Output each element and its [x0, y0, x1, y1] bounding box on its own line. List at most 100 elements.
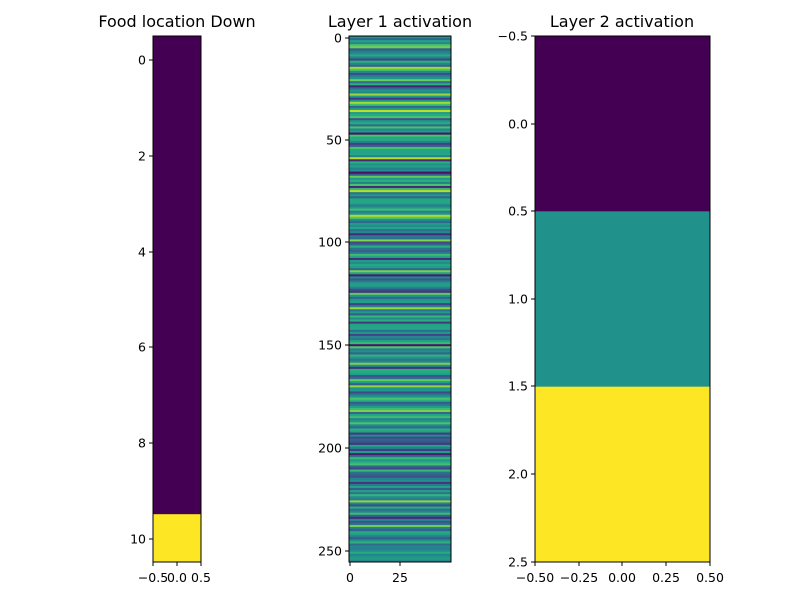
- heatmap-cell: [349, 535, 451, 538]
- heatmap-cell: [349, 132, 451, 136]
- heatmap-cell: [349, 313, 451, 316]
- heatmap-cell: [349, 444, 451, 448]
- heatmap-cell: [349, 455, 451, 458]
- panel-3-ytick-label: 1.5: [508, 379, 528, 394]
- heatmap-cell: [349, 539, 451, 542]
- panel-3-ytick-label: 2.0: [508, 467, 528, 482]
- heatmap-cell: [349, 278, 451, 281]
- heatmap-cell: [349, 375, 451, 378]
- heatmap-cell: [349, 210, 451, 214]
- heatmap-cell: [349, 531, 451, 534]
- heatmap-cell: [349, 87, 451, 90]
- heatmap-cell: [349, 368, 451, 372]
- panel-3-y-axis: −0.5 0.0 0.5 1.0 1.5 2.0 2.5: [498, 29, 535, 570]
- heatmap-cell: [349, 525, 451, 528]
- heatmap-cell: [349, 270, 451, 273]
- heatmap-cell: [349, 537, 451, 540]
- heatmap-cell: [349, 475, 451, 479]
- panel-2-ytick-label: 250: [318, 544, 342, 559]
- heatmap-cell: [349, 465, 451, 468]
- heatmap-cell: [349, 163, 451, 166]
- panel-3-ytick-label: 2.5: [508, 555, 528, 570]
- heatmap-cell: [349, 399, 451, 403]
- heatmap-cell: [349, 249, 451, 253]
- heatmap-cell: [349, 307, 451, 310]
- heatmap-cell: [349, 557, 451, 561]
- heatmap-cell: [349, 214, 451, 218]
- heatmap-cell: [349, 453, 451, 456]
- heatmap-cell: [349, 442, 451, 446]
- heatmap-cell: [349, 372, 451, 376]
- heatmap-cell: [349, 381, 451, 384]
- panel-3-ytick-label: −0.5: [498, 29, 528, 44]
- heatmap-cell: [349, 352, 451, 355]
- heatmap-cell: [349, 161, 451, 164]
- heatmap-cell: [535, 211, 710, 388]
- panel-3-xtick-label: 0.25: [652, 570, 680, 585]
- heatmap-cell: [349, 344, 451, 347]
- heatmap-cell: [349, 146, 451, 150]
- heatmap-cell: [349, 294, 451, 298]
- heatmap-cell: [349, 149, 451, 152]
- heatmap-cell: [349, 508, 451, 512]
- heatmap-cell: [349, 262, 451, 265]
- heatmap-cell: [349, 319, 451, 323]
- heatmap-cell: [349, 212, 451, 216]
- heatmap-cell: [349, 42, 451, 45]
- panel-1-xtick-label: −0.5: [138, 570, 168, 585]
- heatmap-cell: [349, 46, 451, 49]
- heatmap-cell: [349, 323, 451, 327]
- heatmap-cell: [349, 451, 451, 454]
- heatmap-cell: [349, 183, 451, 187]
- heatmap-cell: [349, 483, 451, 487]
- heatmap-cell: [349, 321, 451, 325]
- heatmap-cell: [349, 518, 451, 522]
- heatmap-cell: [349, 177, 451, 181]
- heatmap-cell: [349, 488, 451, 491]
- heatmap-cell: [349, 356, 451, 359]
- heatmap-cell: [349, 229, 451, 232]
- heatmap-cell: [349, 348, 451, 351]
- heatmap-cell: [349, 420, 451, 423]
- heatmap-cell: [349, 188, 451, 191]
- heatmap-cell: [349, 299, 451, 302]
- heatmap-cell: [349, 204, 451, 207]
- heatmap-cell: [153, 514, 201, 563]
- heatmap-cell: [349, 469, 451, 472]
- heatmap-cell: [349, 60, 451, 64]
- panel-1-x-axis: −0.5 0.0 0.5: [138, 562, 211, 585]
- heatmap-cell: [349, 333, 451, 337]
- panel-1-ytick-label: 8: [138, 436, 146, 451]
- heatmap-cell: [349, 551, 451, 555]
- heatmap-cell: [349, 109, 451, 113]
- heatmap-cell: [349, 362, 451, 366]
- heatmap-cell: [349, 288, 451, 292]
- panel-2-xtick-label: 25: [392, 570, 408, 585]
- heatmap-cell: [349, 358, 451, 362]
- panel-3-title: Layer 2 activation: [550, 12, 694, 31]
- heatmap-cell: [349, 169, 451, 173]
- heatmap-cell: [349, 428, 451, 431]
- heatmap-cell: [349, 272, 451, 275]
- heatmap-cell: [349, 405, 451, 409]
- panel-1-xtick-label: 0.5: [191, 570, 211, 585]
- heatmap-cell: [349, 128, 451, 131]
- heatmap-cell: [349, 430, 451, 433]
- heatmap-cell: [349, 529, 451, 532]
- heatmap-cell: [153, 36, 201, 515]
- heatmap-cell: [349, 255, 451, 259]
- heatmap-cell: [535, 36, 710, 212]
- panel-1-ytick-label: 0: [138, 53, 146, 68]
- heatmap-cell: [349, 50, 451, 53]
- heatmap-cell: [349, 157, 451, 160]
- heatmap-cell: [349, 331, 451, 335]
- heatmap-cell: [349, 194, 451, 197]
- heatmap-cell: [349, 105, 451, 109]
- heatmap-cell: [349, 389, 451, 392]
- heatmap-cell: [349, 40, 451, 43]
- heatmap-cell: [349, 311, 451, 314]
- heatmap-cell: [349, 516, 451, 520]
- heatmap-cell: [349, 559, 451, 563]
- heatmap-cell: [349, 407, 451, 411]
